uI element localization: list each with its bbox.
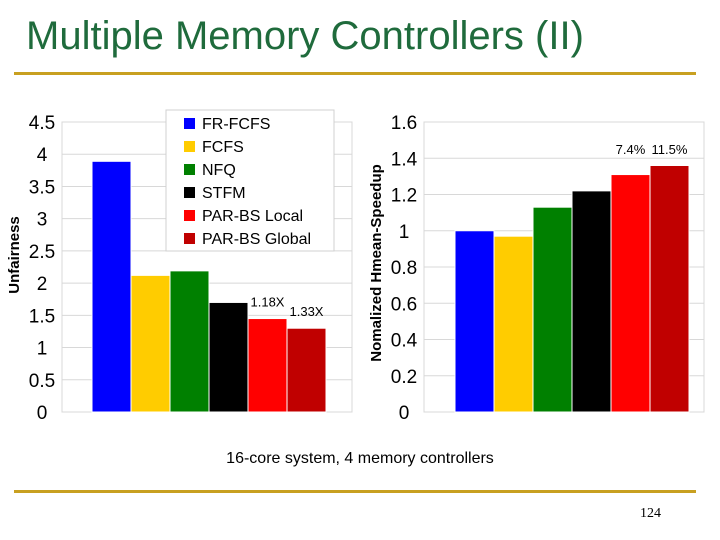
- y-tick-label: 0.8: [391, 258, 417, 279]
- y-axis-label: Unfairness: [6, 216, 23, 294]
- legend-swatch-par-bs-local: [184, 210, 195, 221]
- legend-label-par-bs-global: PAR-BS Global: [202, 231, 311, 248]
- slide-title: Multiple Memory Controllers (II): [26, 14, 584, 58]
- charts-canvas: 0 0.5 1 1.5 2 2.5 3 3.5 4 4.5 Unfairness 1.18X 1.33X…: [6, 109, 705, 424]
- y-tick-label: 1: [399, 222, 410, 243]
- bar-nfq: [532, 206, 573, 413]
- bar-fr-fcfs: [91, 160, 132, 413]
- bar-par-bs-local: [247, 318, 288, 413]
- y-tick-label: 1.6: [391, 113, 417, 134]
- bar-par-bs-local: [610, 174, 651, 413]
- legend-swatch-nfq: [184, 164, 195, 175]
- y-tick-label: 4.5: [29, 113, 55, 134]
- y-tick-label: 0.4: [391, 331, 418, 352]
- y-tick-label: 0: [399, 403, 410, 424]
- slide-caption: 16-core system, 4 memory controllers: [226, 450, 494, 467]
- bar-fcfs: [130, 274, 171, 413]
- legend-label-nfq: NFQ: [202, 162, 236, 179]
- y-tick-label: 3: [37, 210, 48, 231]
- legend-label-par-bs-local: PAR-BS Local: [202, 208, 303, 225]
- legend-swatch-fcfs: [184, 141, 195, 152]
- legend-label-fr-fcfs: FR-FCFS: [202, 116, 270, 133]
- y-tick-label: 1.2: [391, 186, 417, 207]
- y-tick-label: 2: [37, 274, 48, 295]
- annotation-par-bs-global: 11.5%: [652, 142, 688, 157]
- legend-swatch-par-bs-global: [184, 233, 195, 244]
- legend-swatch-fr-fcfs: [184, 118, 195, 129]
- annotation-par-bs-global: 1.33X: [290, 304, 324, 319]
- footer-divider: [14, 490, 696, 493]
- unfairness-chart: 0 0.5 1 1.5 2 2.5 3 3.5 4 4.5 Unfairness 1.18X 1.33X…: [6, 109, 353, 424]
- legend-box: [165, 109, 335, 252]
- y-tick-label: 3.5: [29, 177, 55, 198]
- legend-label-stfm: STFM: [202, 185, 246, 202]
- y-axis-label: Nomalized Hmean-Speedup: [368, 164, 385, 362]
- bar-stfm: [571, 190, 612, 413]
- y-tick-label: 0.5: [29, 371, 55, 392]
- title-divider: [14, 72, 696, 75]
- annotation-par-bs-local: 1.18X: [251, 295, 285, 310]
- speedup-chart: 0 0.2 0.4 0.6 0.8 1 1.2 1.4 1.6 Nomalized Hmean-S…: [368, 113, 705, 424]
- bar-stfm: [208, 301, 249, 413]
- annotation-par-bs-local: 7.4%: [616, 142, 646, 157]
- y-tick-label: 1.4: [391, 149, 418, 170]
- bar-nfq: [169, 270, 210, 413]
- bar-fcfs: [493, 235, 534, 413]
- legend-label-fcfs: FCFS: [202, 139, 244, 156]
- y-tick-label: 0.6: [391, 294, 417, 315]
- y-tick-label: 1: [37, 339, 48, 360]
- bar-par-bs-global: [649, 165, 690, 413]
- bar-fr-fcfs: [454, 230, 495, 413]
- y-tick-label: 0.2: [391, 367, 417, 388]
- bar-par-bs-global: [286, 327, 327, 413]
- y-tick-label: 0: [37, 403, 48, 424]
- y-tick-label: 4: [37, 145, 48, 166]
- y-tick-label: 1.5: [29, 306, 55, 327]
- page-number: 124: [640, 506, 661, 521]
- legend-swatch-stfm: [184, 187, 195, 198]
- y-tick-label: 2.5: [29, 242, 55, 263]
